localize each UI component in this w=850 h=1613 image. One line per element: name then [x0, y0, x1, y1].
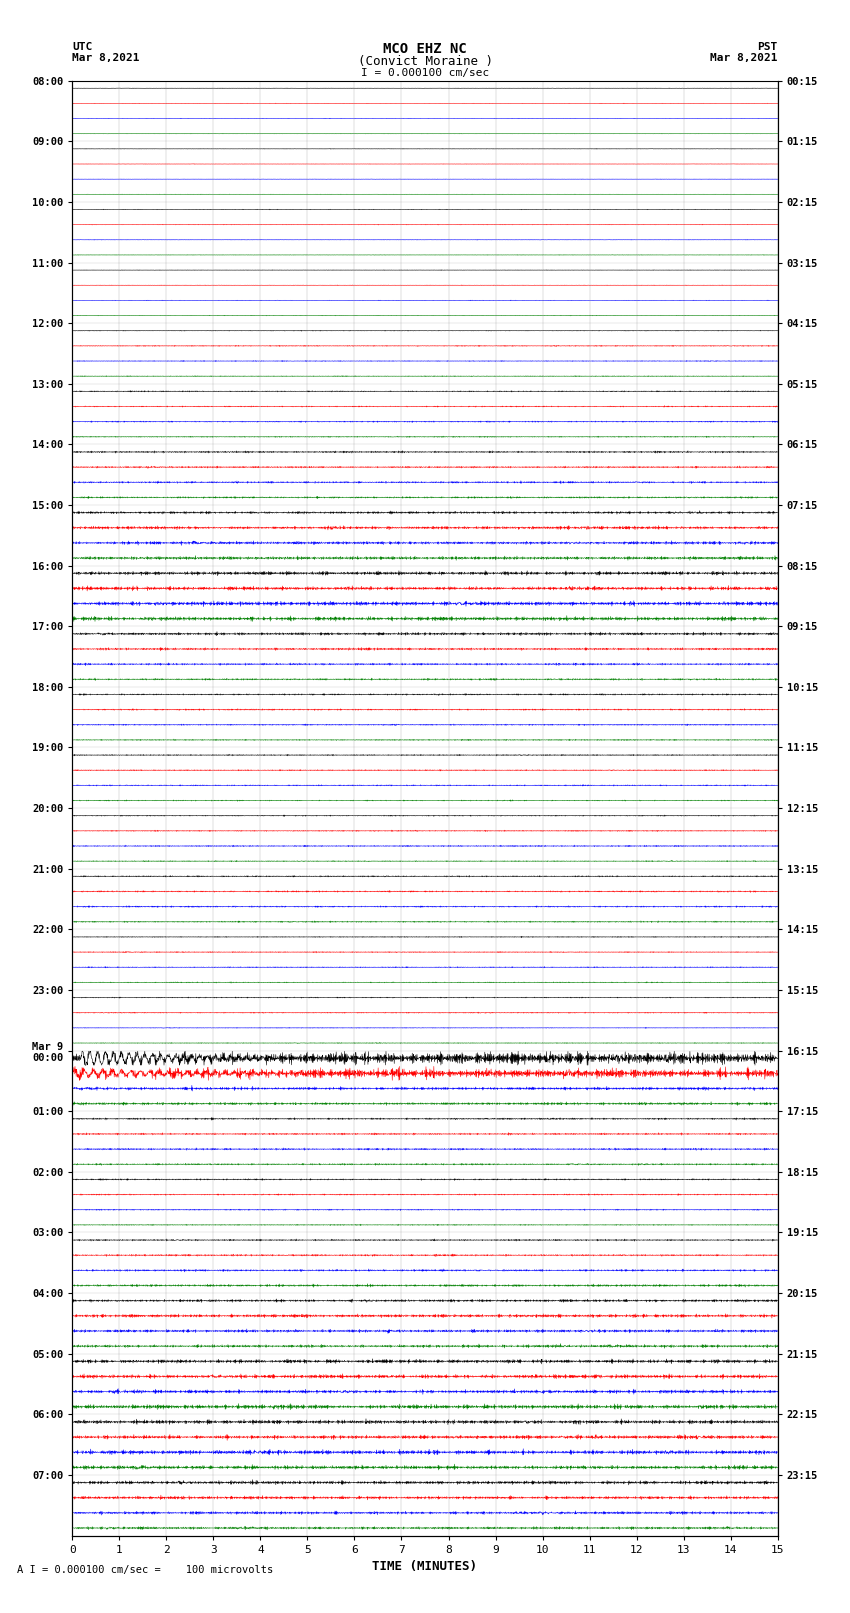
Text: I = 0.000100 cm/sec: I = 0.000100 cm/sec — [361, 68, 489, 77]
Text: MCO EHZ NC: MCO EHZ NC — [383, 42, 467, 56]
Text: (Convict Moraine ): (Convict Moraine ) — [358, 55, 492, 68]
Text: A I = 0.000100 cm/sec =    100 microvolts: A I = 0.000100 cm/sec = 100 microvolts — [17, 1565, 273, 1574]
X-axis label: TIME (MINUTES): TIME (MINUTES) — [372, 1560, 478, 1573]
Text: PST: PST — [757, 42, 778, 52]
Text: Mar 8,2021: Mar 8,2021 — [711, 53, 778, 63]
Text: Mar 8,2021: Mar 8,2021 — [72, 53, 139, 63]
Text: UTC: UTC — [72, 42, 93, 52]
